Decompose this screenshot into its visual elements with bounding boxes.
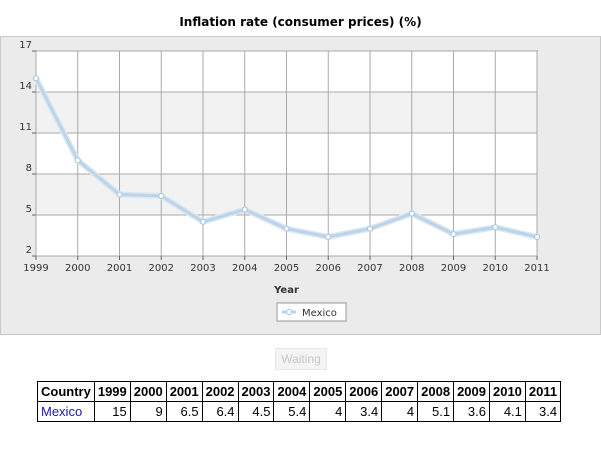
table-header-year: 2008 <box>417 381 455 402</box>
x-tick-label: 2005 <box>274 263 299 274</box>
table-header-year: 2000 <box>129 381 167 402</box>
y-tick-label: 8 <box>26 163 32 174</box>
table-cell-value: 5.1 <box>417 401 455 422</box>
data-point <box>200 218 206 225</box>
table-header-year: 2011 <box>524 381 562 402</box>
x-tick-label: 1999 <box>23 263 48 274</box>
y-tick-label: 14 <box>19 81 32 92</box>
data-table: Country 1999 2000 2001 2002 2003 2004 2005 2006 2… <box>37 381 562 422</box>
table-header-year: 2009 <box>453 381 490 402</box>
table-cell-value: 15 <box>93 401 131 422</box>
chart-title: Inflation rate (consumer prices) (%) <box>179 15 422 29</box>
legend-box <box>276 302 347 322</box>
table-cell-value: 4 <box>381 401 419 422</box>
table-header-year: 2002 <box>201 381 239 402</box>
data-point <box>33 75 39 82</box>
x-axis-label: Year <box>273 285 299 296</box>
x-tick-label: 2009 <box>441 263 466 274</box>
x-tick-label: 2011 <box>524 263 549 274</box>
x-tick-label: 2010 <box>483 263 508 274</box>
x-tick-label: 2006 <box>316 263 341 274</box>
table-header-year: 2001 <box>165 381 203 402</box>
table-header-year: 2010 <box>488 381 526 402</box>
table-cell-value: 4.5 <box>237 401 275 422</box>
table-cell-value: 3.4 <box>345 401 383 422</box>
table-header-country: Country <box>37 381 95 402</box>
data-point <box>241 206 248 213</box>
table-row: Mexico 15 9 6.5 6.4 4.5 5.4 4 3.4 4 5.1 3.6 4.1 3.4 <box>37 401 562 422</box>
x-tick-label: 2003 <box>190 263 215 274</box>
table-cell-value: 9 <box>129 401 167 422</box>
table-cell-value: 3.4 <box>524 401 562 422</box>
legend-marker-icon <box>286 309 292 315</box>
y-tick-label: 2 <box>26 245 32 256</box>
table-header-year: 2007 <box>381 381 419 402</box>
data-point <box>408 210 415 217</box>
data-point <box>367 225 373 232</box>
x-tick-label: 2002 <box>149 263 174 274</box>
y-tick-label: 17 <box>19 40 32 51</box>
data-point <box>492 224 499 231</box>
x-tick-label: 2001 <box>107 263 132 274</box>
data-point <box>325 233 332 240</box>
table-cell-value: 6.4 <box>201 401 239 422</box>
y-tick-label: 5 <box>26 204 32 215</box>
x-tick-label: 2004 <box>232 263 257 274</box>
chart-panel: 2 5 8 11 14 17 1999 2000 2001 2002 2003 2004 2005 20… <box>0 36 601 335</box>
data-point <box>116 191 123 198</box>
table-header-year: 2005 <box>309 381 347 402</box>
table-cell-value: 5.4 <box>273 401 311 422</box>
line-chart: 2 5 8 11 14 17 1999 2000 2001 2002 2003 2004 2005 20… <box>19 40 550 322</box>
y-tick-label: 11 <box>19 122 32 133</box>
table-header-year: 2003 <box>237 381 275 402</box>
table-header-row: Country 1999 2000 2001 2002 2003 2004 2005 2006 2… <box>37 381 562 402</box>
data-point <box>158 192 165 199</box>
table-cell-value: 4 <box>309 401 347 422</box>
table-header-year: 1999 <box>93 381 131 402</box>
table-header-year: 2004 <box>273 381 311 402</box>
table-cell-value: 3.6 <box>453 401 490 422</box>
waiting-button[interactable]: Waiting <box>275 348 327 370</box>
table-header-year: 2006 <box>345 381 383 402</box>
x-tick-label: 2007 <box>357 263 382 274</box>
x-tick-label: 2000 <box>65 263 90 274</box>
country-link[interactable]: Mexico <box>37 401 95 422</box>
x-tick-label: 2008 <box>399 263 424 274</box>
table-cell-value: 4.1 <box>488 401 526 422</box>
legend[interactable]: Mexico <box>276 302 347 322</box>
data-point <box>74 157 81 164</box>
data-point <box>283 225 290 232</box>
legend-label-mexico: Mexico <box>302 308 337 319</box>
data-point <box>450 231 457 238</box>
table-cell-value: 6.5 <box>165 401 203 422</box>
data-point <box>534 233 540 240</box>
